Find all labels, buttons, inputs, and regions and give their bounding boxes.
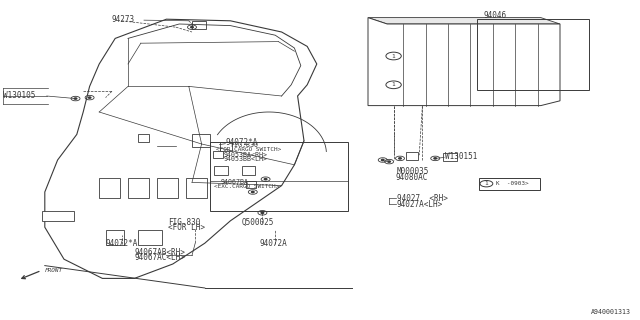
Text: Q500025: Q500025 [242,218,275,227]
Bar [106,230,124,245]
Text: 94067BA: 94067BA [221,180,249,185]
Text: 94053BB<LH>: 94053BB<LH> [224,156,268,162]
Bar [214,166,228,175]
Text: W130151: W130151 [445,152,477,161]
Circle shape [191,27,193,28]
Text: FIG.830: FIG.830 [168,218,200,227]
Text: 1: 1 [392,53,396,59]
Circle shape [252,191,254,193]
Bar [479,178,540,190]
Bar [42,211,74,221]
Bar [138,230,162,245]
Text: 94080AC: 94080AC [396,173,428,182]
Circle shape [388,161,390,162]
Text: FRONT: FRONT [45,268,63,273]
Bar [157,178,178,198]
Text: <FOR LH>: <FOR LH> [168,223,205,232]
Bar [138,134,149,142]
Text: 94046: 94046 [483,12,506,20]
Polygon shape [368,18,560,24]
Bar [477,19,589,90]
Polygon shape [368,18,560,106]
Text: 1: 1 [392,82,396,87]
Circle shape [74,98,77,99]
Text: 1: 1 [484,181,488,186]
Text: 94072*A: 94072*A [106,239,138,248]
Circle shape [434,158,436,159]
Text: <EXC.CARGO SWITCH>: <EXC.CARGO SWITCH> [214,184,280,189]
Circle shape [381,159,384,161]
Bar [242,166,255,175]
Circle shape [264,179,267,180]
Text: 94027  <RH>: 94027 <RH> [397,194,447,203]
Circle shape [399,158,401,159]
Circle shape [88,97,91,98]
Bar [246,181,256,188]
Bar [213,151,223,158]
Bar [220,142,232,151]
Text: 94273: 94273 [112,15,135,24]
Text: A940001313: A940001313 [590,309,630,315]
Text: 94053BA<RH>: 94053BA<RH> [224,152,268,158]
Text: 94072A: 94072A [259,239,287,248]
Text: M000035: M000035 [397,167,429,176]
Bar [186,178,207,198]
Bar [406,152,418,160]
Text: 94067AB<RH>: 94067AB<RH> [134,248,185,257]
Bar [99,178,120,198]
Text: W130105: W130105 [3,92,36,100]
Bar [128,178,149,198]
Text: FIG.830: FIG.830 [230,142,259,148]
Text: K  -0903>: K -0903> [496,181,529,186]
Bar [210,142,348,211]
Bar [192,21,206,29]
Text: 94027A<LH>: 94027A<LH> [397,200,443,209]
Circle shape [261,212,264,213]
Text: 94067AC<LH>: 94067AC<LH> [134,253,185,262]
Bar [443,153,457,161]
Text: <FOR CARGO SWITCH>: <FOR CARGO SWITCH> [216,147,282,152]
Bar [192,134,210,147]
Text: 94072*A: 94072*A [225,138,258,147]
